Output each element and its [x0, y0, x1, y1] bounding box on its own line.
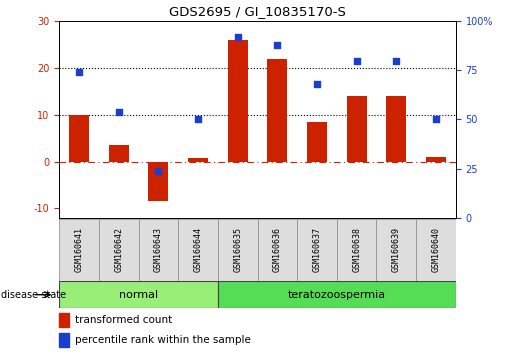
Point	[154, 168, 162, 173]
Bar	[69, 115, 89, 161]
Bar	[139, 219, 178, 281]
Text: transformed count: transformed count	[75, 315, 173, 325]
Text: GSM160638: GSM160638	[352, 227, 361, 272]
Bar	[416, 219, 456, 281]
Point	[313, 81, 321, 87]
Bar	[188, 158, 208, 161]
Bar	[258, 219, 297, 281]
Bar	[178, 219, 218, 281]
Bar	[59, 333, 69, 347]
Point	[194, 117, 202, 122]
Bar	[307, 122, 327, 161]
Bar	[59, 313, 69, 327]
Point	[75, 69, 83, 75]
Bar	[218, 281, 456, 308]
Bar	[99, 219, 139, 281]
Text: GSM160642: GSM160642	[114, 227, 123, 272]
Text: GSM160641: GSM160641	[75, 227, 83, 272]
Text: GSM160637: GSM160637	[313, 227, 321, 272]
Bar	[386, 96, 406, 161]
Text: disease state: disease state	[1, 290, 66, 300]
Text: GSM160640: GSM160640	[432, 227, 440, 272]
Point	[432, 117, 440, 122]
Bar	[347, 96, 367, 161]
Bar	[218, 219, 258, 281]
Point	[233, 34, 242, 40]
Text: teratozoospermia: teratozoospermia	[288, 290, 386, 300]
Bar	[228, 40, 248, 161]
Point	[114, 109, 123, 114]
Bar	[148, 161, 168, 201]
Bar	[337, 219, 376, 281]
Bar	[59, 219, 99, 281]
Bar	[426, 157, 446, 161]
Text: GSM160635: GSM160635	[233, 227, 242, 272]
Bar	[267, 59, 287, 161]
Bar	[297, 219, 337, 281]
Text: percentile rank within the sample: percentile rank within the sample	[75, 335, 251, 345]
Text: GDS2695 / GI_10835170-S: GDS2695 / GI_10835170-S	[169, 5, 346, 18]
Text: GSM160643: GSM160643	[154, 227, 163, 272]
Text: normal: normal	[119, 290, 158, 300]
Point	[273, 42, 281, 48]
Text: GSM160644: GSM160644	[194, 227, 202, 272]
Point	[352, 58, 360, 63]
Text: GSM160639: GSM160639	[392, 227, 401, 272]
Bar	[109, 145, 129, 161]
Text: GSM160636: GSM160636	[273, 227, 282, 272]
Point	[392, 58, 401, 63]
Bar	[59, 281, 218, 308]
Bar	[376, 219, 416, 281]
